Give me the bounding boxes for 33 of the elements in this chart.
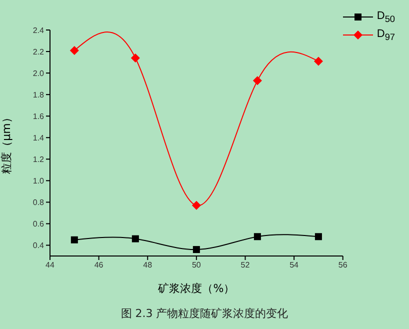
point — [254, 233, 261, 240]
x-tick-label: 46 — [94, 260, 104, 270]
caption: 图 2.3 产物粒度随矿浆浓度的变化 — [120, 306, 290, 321]
y-tick-label: 0.6 — [32, 220, 45, 229]
point — [314, 56, 323, 66]
legend-label: D$_{97}$ — [376, 28, 395, 42]
x-tick-label: 44 — [46, 260, 55, 270]
point — [70, 46, 79, 55]
y-tick-label: 2.2 — [32, 47, 45, 56]
point — [192, 200, 201, 210]
x-tick-label: 56 — [338, 260, 348, 270]
point — [192, 246, 200, 254]
y-tick-label: 1.2 — [32, 154, 45, 164]
y-tick-label: 1.8 — [32, 90, 45, 100]
y-axis-title: 粒度（μm） — [0, 112, 13, 174]
y-tick-label: 2.0 — [32, 68, 45, 78]
point — [130, 53, 140, 62]
y-tick-label: 2.4 — [32, 26, 45, 35]
y-tick-label: 0.4 — [32, 241, 45, 250]
x-tick-label: 50 — [192, 260, 202, 270]
legend-label: D$_{50}$ — [376, 10, 395, 24]
x-tick-label: 48 — [143, 260, 153, 270]
point — [132, 235, 139, 242]
x-axis-title: 矿浆浓度（%） — [157, 282, 235, 295]
y-tick-label: 1.0 — [32, 176, 45, 186]
y-tick-label: 1.4 — [32, 133, 45, 142]
point — [314, 233, 322, 240]
point — [252, 76, 262, 86]
x-tick-label: 52 — [240, 260, 250, 270]
y-tick-label: 1.6 — [32, 112, 45, 121]
point — [70, 236, 78, 244]
x-tick-label: 54 — [290, 260, 300, 270]
y-tick-label: 0.8 — [32, 198, 45, 208]
